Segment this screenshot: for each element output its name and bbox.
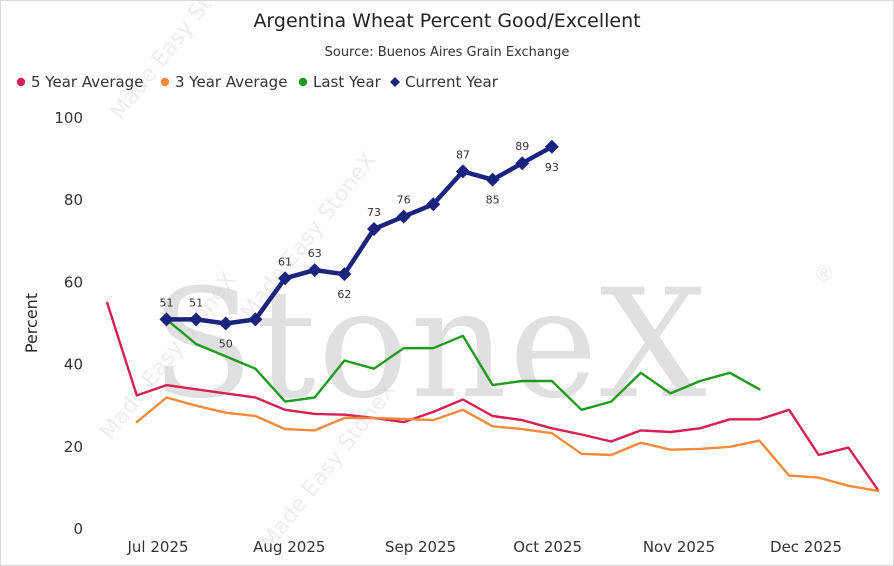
data-labels-layer: 51 51 50 61 63 62 73 76 87 85 89 93 bbox=[159, 140, 558, 350]
data-label: 73 bbox=[367, 206, 381, 219]
legend-marker bbox=[298, 77, 308, 87]
data-point-marker bbox=[248, 312, 263, 327]
data-point-marker bbox=[307, 263, 322, 278]
watermark-diagonal-1: Made Easy StoneX bbox=[106, 1, 252, 125]
data-label: 89 bbox=[515, 140, 529, 153]
x-axis: Jul 2025 Aug 2025 Sep 2025 Oct 2025 Nov 2025… bbox=[126, 538, 842, 556]
y-tick-label: 40 bbox=[64, 356, 83, 374]
legend-marker bbox=[160, 77, 170, 87]
markers-layer bbox=[159, 139, 559, 331]
legend-label: Last Year bbox=[313, 73, 382, 91]
data-point-marker bbox=[515, 156, 530, 171]
data-point-marker bbox=[337, 267, 352, 282]
data-point-marker bbox=[396, 209, 411, 224]
data-point-marker bbox=[485, 172, 500, 187]
data-point-marker bbox=[544, 139, 559, 154]
data-point-marker bbox=[426, 197, 441, 212]
y-tick-label: 80 bbox=[64, 191, 83, 209]
data-label: 93 bbox=[545, 161, 559, 174]
x-tick-label: Sep 2025 bbox=[385, 538, 456, 556]
watermark-registered-mark: ® bbox=[813, 262, 835, 287]
data-label: 85 bbox=[486, 194, 500, 207]
chart-title: Argentina Wheat Percent Good/Excellent bbox=[253, 10, 640, 32]
data-point-marker bbox=[218, 316, 233, 331]
series-line bbox=[106, 301, 880, 492]
y-axis: 0 20 40 60 80 100 bbox=[54, 109, 83, 538]
legend-label: 3 Year Average bbox=[175, 73, 287, 91]
data-point-marker bbox=[367, 221, 381, 236]
data-point-marker bbox=[278, 271, 293, 286]
data-label: 61 bbox=[278, 255, 292, 268]
y-tick-label: 60 bbox=[64, 273, 83, 291]
y-tick-label: 20 bbox=[64, 438, 83, 456]
watermark-brand: StoneX bbox=[151, 258, 709, 432]
x-tick-label: Oct 2025 bbox=[513, 538, 582, 556]
x-tick-label: Jul 2025 bbox=[126, 538, 188, 556]
data-point-marker bbox=[189, 312, 204, 327]
data-point-marker bbox=[159, 312, 174, 327]
data-label: 51 bbox=[189, 296, 203, 309]
data-label: 76 bbox=[397, 194, 411, 207]
y-axis-label: Percent bbox=[22, 293, 41, 353]
legend-marker bbox=[16, 77, 26, 87]
series-line bbox=[165, 318, 761, 411]
x-tick-label: Dec 2025 bbox=[770, 538, 842, 556]
chart-subtitle: Source: Buenos Aires Grain Exchange bbox=[325, 45, 570, 60]
data-label: 50 bbox=[219, 338, 233, 351]
legend-label: Current Year bbox=[405, 73, 499, 91]
series-line bbox=[135, 396, 880, 492]
y-tick-label: 100 bbox=[54, 109, 83, 127]
x-tick-label: Aug 2025 bbox=[253, 538, 325, 556]
legend-label: 5 Year Average bbox=[31, 73, 143, 91]
data-point-marker bbox=[455, 164, 470, 179]
legend-marker bbox=[390, 77, 400, 87]
data-label: 62 bbox=[337, 288, 351, 301]
y-tick-label: 0 bbox=[73, 520, 83, 538]
chart-legend: 5 Year Average 3 Year Average Last Year Cur… bbox=[16, 73, 499, 91]
data-label: 87 bbox=[456, 148, 470, 161]
x-tick-label: Nov 2025 bbox=[643, 538, 715, 556]
data-label: 51 bbox=[159, 296, 173, 309]
data-label: 63 bbox=[308, 247, 322, 260]
